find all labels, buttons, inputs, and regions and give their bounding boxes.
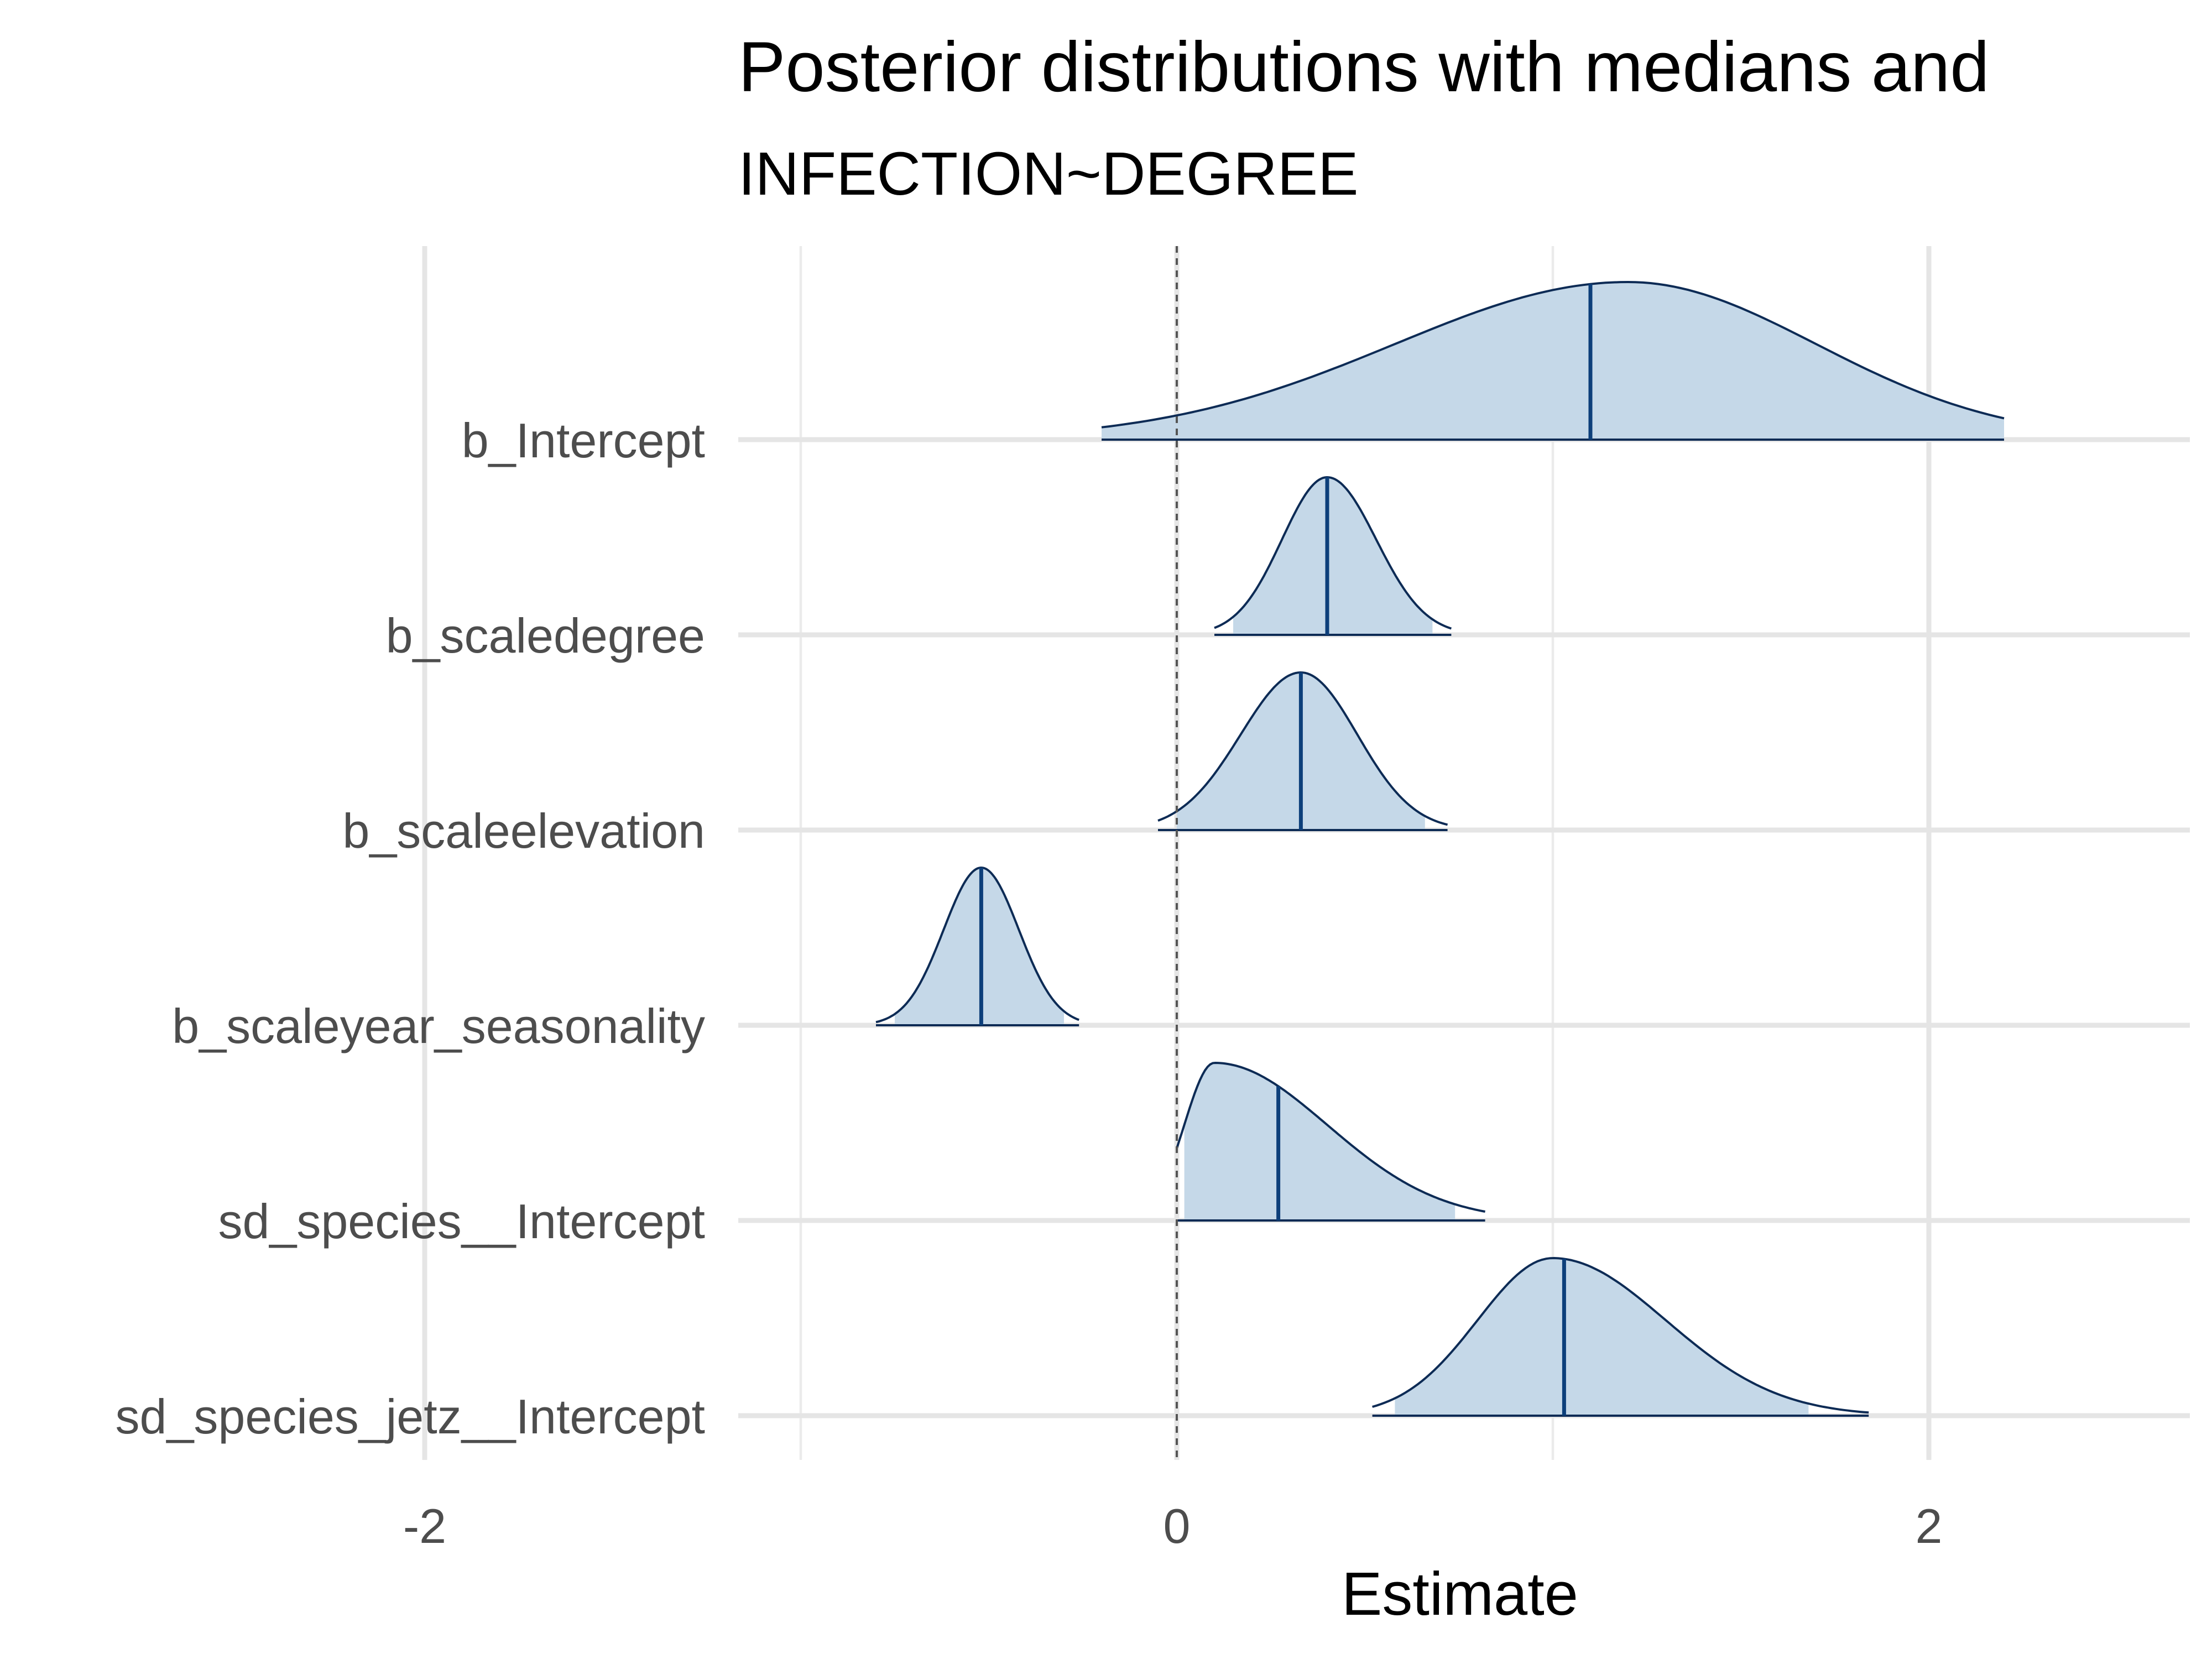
density-b_Intercept xyxy=(1101,280,2005,441)
interval-area xyxy=(1184,1063,1455,1220)
interval-area xyxy=(1395,1258,1809,1416)
density-curve xyxy=(1372,1256,1869,1414)
density-curve xyxy=(1176,1061,1485,1213)
interval-area xyxy=(1102,282,2004,440)
x-axis-labels: -2024 xyxy=(403,1499,1943,1553)
y-tick-label: sd_species__Intercept xyxy=(218,1194,705,1249)
density-b_scaleyear_seasonality xyxy=(875,866,1079,1026)
density-b_scaledegree xyxy=(1214,476,1452,636)
y-tick-label: b_scaleelevation xyxy=(342,804,705,858)
y-tick-label: b_scaleyear_seasonality xyxy=(172,999,705,1053)
x-axis-title: Estimate xyxy=(1342,1560,1578,1628)
density-curve xyxy=(1101,280,2005,429)
x-tick-label: 2 xyxy=(1916,1499,1943,1553)
y-tick-label: b_Intercept xyxy=(462,413,705,468)
y-tick-label: sd_species_jetz__Intercept xyxy=(116,1389,705,1444)
interval-area xyxy=(1233,477,1433,635)
density-b_scaleelevation xyxy=(1157,671,1448,831)
density-curve xyxy=(1214,476,1452,630)
density-rows xyxy=(875,280,2005,1417)
density-curve xyxy=(875,866,1079,1024)
y-axis-labels: b_Intercept b_scaledegree b_scaleelevation… xyxy=(116,413,705,1444)
x-tick-label: -2 xyxy=(403,1499,446,1553)
x-tick-label: 0 xyxy=(1164,1499,1191,1553)
density-sd_species_jetz__Intercept xyxy=(1372,1256,1869,1417)
density-sd_species__Intercept xyxy=(1176,1061,1485,1222)
y-tick-label: b_scaledegree xyxy=(386,608,705,663)
chart-title: Posterior distributions with medians and xyxy=(738,28,1989,107)
chart-subtitle: INFECTION~DEGREE xyxy=(738,140,1359,208)
